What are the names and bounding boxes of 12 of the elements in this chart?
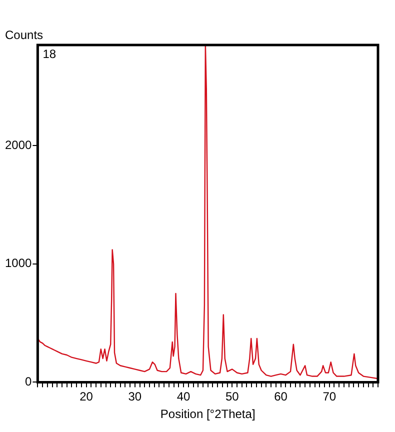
y-tick-label: 0 [25, 374, 32, 389]
y-tick-label: 2000 [4, 138, 32, 152]
x-tick-label: 40 [176, 390, 191, 404]
x-tick-label: 70 [322, 390, 336, 404]
x-tick-label: 60 [274, 390, 288, 404]
x-axis-title: Position [°2Theta] [160, 407, 256, 422]
x-tick-label: 50 [225, 390, 240, 404]
annotation: 18 [42, 47, 56, 61]
y-tick-label: 1000 [4, 256, 32, 270]
y-axis-title: Counts [5, 28, 44, 42]
x-tick-label: 30 [128, 390, 142, 404]
x-tick-label: 20 [80, 390, 94, 404]
